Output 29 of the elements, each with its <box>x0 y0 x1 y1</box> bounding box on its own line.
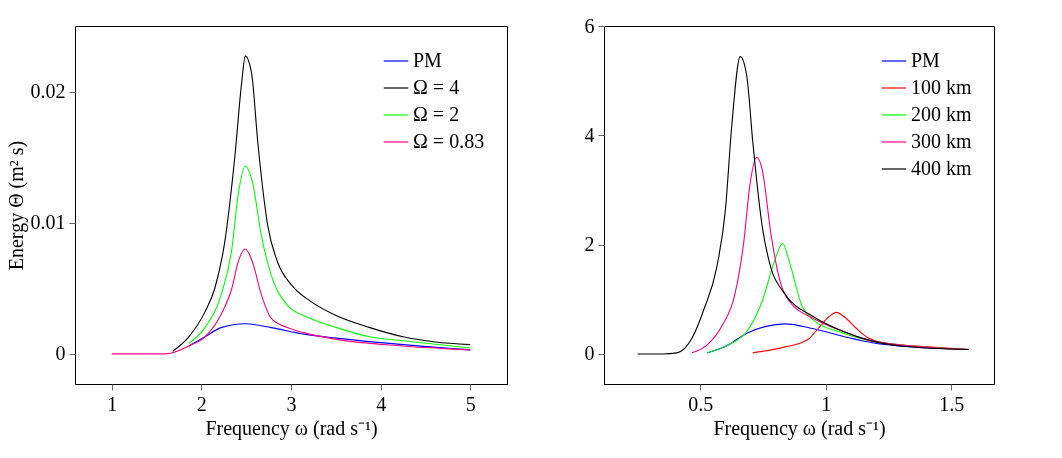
y-tick-label: 6 <box>584 14 595 37</box>
x-tick-label: 5 <box>465 392 476 415</box>
y-tick-label: 2 <box>584 233 595 256</box>
x-tick-label: 4 <box>376 392 387 415</box>
x-axis-title: Frequency ω (rad s⁻¹) <box>205 416 378 440</box>
legend-label: 100 km <box>911 76 972 98</box>
x-tick-label: 1 <box>821 392 832 415</box>
line-series <box>188 165 471 349</box>
y-tick-label: 0.02 <box>30 80 66 103</box>
x-axis-title: Frequency ω (rad s⁻¹) <box>713 416 886 440</box>
legend-label: PM <box>413 49 443 71</box>
legend-label: Ω = 2 <box>413 103 460 125</box>
legend-label: 400 km <box>911 157 972 179</box>
y-tick-label: 0 <box>55 342 66 365</box>
x-tick-label: 0.5 <box>688 392 714 415</box>
x-tick-label: 1.5 <box>939 392 965 415</box>
x-tick-label: 2 <box>196 392 207 415</box>
x-tick-label: 3 <box>286 392 297 415</box>
legend-label: 300 km <box>911 130 972 152</box>
legend-label: PM <box>911 49 941 71</box>
legend-label: Ω = 0.83 <box>413 130 485 152</box>
y-axis-title: Energy Θ (m² s) <box>4 140 28 271</box>
y-tick-label: 4 <box>584 123 595 146</box>
y-tick-label: 0.01 <box>30 211 66 234</box>
legend-label: 200 km <box>911 103 972 125</box>
line-series <box>111 248 471 355</box>
legend-label: Ω = 4 <box>413 76 460 98</box>
y-tick-label: 0 <box>584 342 595 365</box>
x-tick-label: 1 <box>107 392 118 415</box>
